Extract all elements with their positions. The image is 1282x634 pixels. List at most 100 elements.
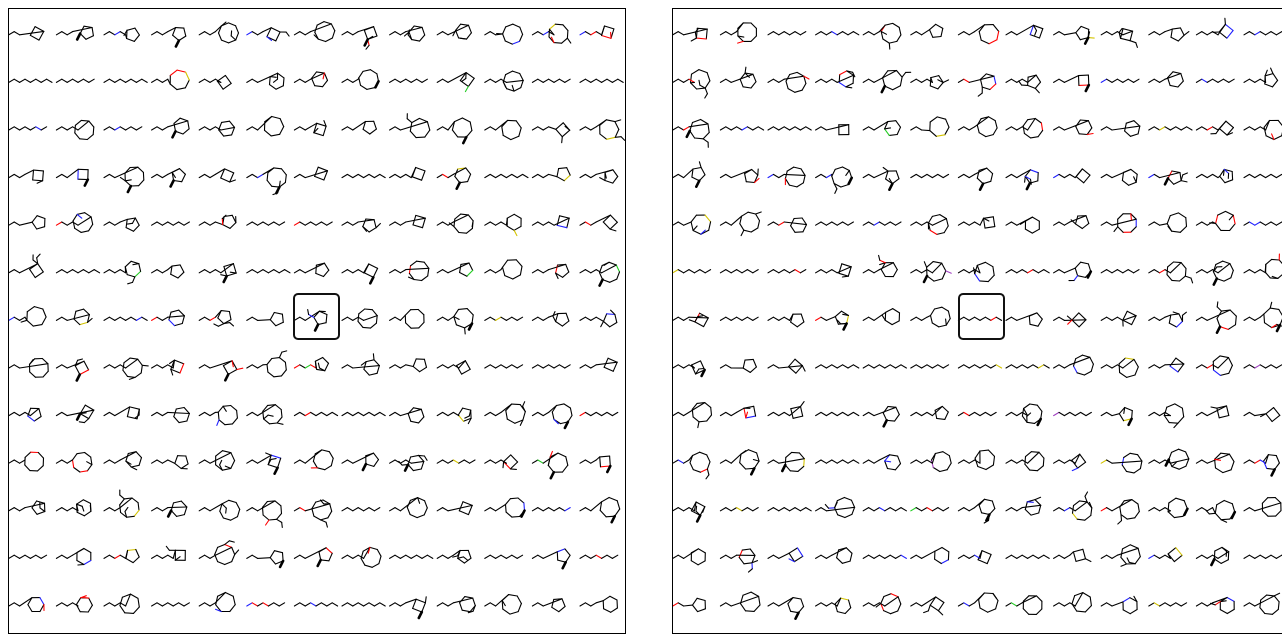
molecule-left-r2-c4	[199, 121, 234, 136]
molecule-left-r4-c7	[342, 219, 380, 232]
molecule-left-r10-c12	[580, 498, 620, 523]
molecule-left-r9-c11	[532, 451, 567, 478]
molecule-right-r12-c6	[958, 593, 998, 612]
molecule-right-r2-c10	[1149, 127, 1192, 130]
molecule-left-r7-c11	[532, 365, 570, 368]
molecule-left-r4-c5	[247, 222, 285, 225]
molecule-left-r0-c5	[247, 28, 289, 41]
molecule-right-r10-c2	[768, 508, 811, 511]
molecule-right-r11-c11	[1196, 547, 1228, 565]
molecule-left-r1-c4	[199, 75, 231, 89]
molecule-left-r1-c1	[56, 79, 94, 82]
molecule-right-r8-c3	[816, 412, 859, 415]
molecule-left-r9-c5	[247, 453, 281, 474]
molecule-left-r8-c0	[9, 408, 41, 421]
molecule-right-r3-c11	[1196, 169, 1232, 182]
molecule-left-r1-c7	[342, 70, 379, 90]
molecule-left-r8-c9	[437, 408, 471, 424]
molecule-right-r0-c0	[673, 28, 707, 41]
molecule-left-r5-c0	[9, 254, 43, 277]
molecule-left-r8-c4	[199, 406, 237, 426]
molecule-right-r9-c5	[911, 452, 951, 472]
molecule-left-r10-c10	[485, 498, 525, 517]
molecule-left-r2-c1	[56, 120, 93, 139]
molecule-left-r10-c7	[342, 508, 380, 511]
molecule-left-r9-c0	[9, 452, 44, 471]
molecule-right-r2-c2	[768, 127, 811, 130]
molecule-right-r3-c5	[911, 174, 949, 177]
molecule-left-r7-c9	[437, 361, 470, 374]
molecule-right-r10-c11	[1196, 501, 1234, 523]
molecule-left-r3-c0	[9, 170, 43, 183]
molecule-left-r7-c7	[342, 354, 379, 375]
molecule-right-r5-c11	[1196, 261, 1233, 285]
molecule-left-r7-c3	[152, 360, 184, 375]
molecule-left-r3-c7	[342, 174, 385, 177]
molecule-left-r0-c1	[56, 26, 93, 39]
molecule-right-r12-c5	[911, 597, 944, 615]
selected-molecule-highlight-right[interactable]	[958, 293, 1005, 340]
molecule-left-r9-c10	[485, 455, 518, 470]
molecule-left-r5-c2	[104, 261, 141, 284]
molecule-left-r5-c4	[199, 264, 236, 282]
molecule-left-r12-c0	[9, 598, 44, 612]
molecule-left-r9-c6	[294, 450, 333, 470]
molecule-right-r0-c2	[768, 32, 806, 35]
molecule-left-r2-c6	[294, 121, 326, 136]
molecule-right-r6-c4	[863, 309, 899, 325]
molecule-right-r1-c8	[1054, 75, 1089, 91]
molecule-right-r5-c3	[816, 264, 852, 277]
molecule-grid-right	[672, 8, 1282, 634]
molecule-left-r4-c9	[437, 214, 473, 233]
molecule-left-r3-c6	[294, 167, 327, 180]
molecule-left-r6-c0	[9, 307, 46, 327]
molecule-left-r7-c6	[294, 358, 328, 371]
molecule-right-r3-c4	[863, 168, 899, 190]
molecule-left-r10-c11	[532, 508, 570, 511]
molecule-right-r1-c4	[863, 71, 911, 93]
molecule-right-r3-c7	[1006, 170, 1038, 189]
molecule-right-r10-c0	[673, 502, 705, 521]
selected-molecule-highlight-left[interactable]	[293, 293, 340, 340]
molecule-right-r2-c5	[911, 117, 949, 136]
molecule-left-r9-c12	[580, 456, 610, 472]
molecule-right-r0-c7	[1006, 25, 1043, 38]
molecule-left-r12-c7	[342, 603, 385, 606]
molecule-left-r9-c4	[199, 451, 234, 471]
molecule-right-r11-c4	[863, 555, 906, 558]
molecule-left-r2-c0	[9, 127, 47, 130]
molecule-left-r8-c12	[580, 412, 618, 415]
molecule-right-r2-c7	[1006, 119, 1043, 138]
molecule-right-r4-c3	[816, 222, 854, 225]
molecule-right-r12-c10	[1149, 603, 1187, 606]
molecule-left-r0-c10	[485, 24, 523, 44]
molecule-left-r1-c10	[485, 71, 523, 91]
molecule-left-r10-c2	[104, 490, 139, 517]
molecule-left-r5-c11	[532, 264, 568, 278]
molecule-left-r3-c4	[199, 169, 235, 182]
molecule-right-r4-c5	[911, 215, 948, 235]
molecule-left-r5-c8	[390, 261, 429, 280]
molecule-left-r5-c6	[294, 263, 328, 276]
molecule-left-r0-c3	[152, 28, 186, 47]
molecule-right-r11-c0	[673, 549, 705, 565]
molecule-right-r4-c10	[1149, 213, 1187, 232]
molecule-left-r6-c12	[580, 310, 617, 327]
molecule-left-r4-c3	[152, 222, 190, 225]
molecule-right-r12-c7	[1006, 596, 1042, 615]
molecule-right-r12-c4	[863, 594, 901, 614]
molecule-left-r0-c11	[532, 24, 570, 43]
molecule-left-r4-c11	[532, 216, 569, 228]
molecule-right-r7-c9	[1101, 358, 1138, 377]
molecule-left-r5-c1	[56, 270, 99, 273]
molecule-right-r10-c7	[1006, 497, 1041, 515]
molecule-right-r12-c12	[1244, 593, 1280, 614]
molecule-left-r6-c3	[152, 310, 185, 326]
molecule-left-r6-c2	[104, 317, 147, 320]
molecule-left-r5-c3	[152, 265, 184, 278]
molecule-right-r9-c0	[673, 452, 710, 479]
molecule-right-r1-c9	[1101, 79, 1139, 82]
molecule-right-r12-c11	[1196, 598, 1234, 614]
molecule-left-r9-c9	[437, 460, 475, 463]
molecule-right-r0-c4	[863, 23, 901, 49]
